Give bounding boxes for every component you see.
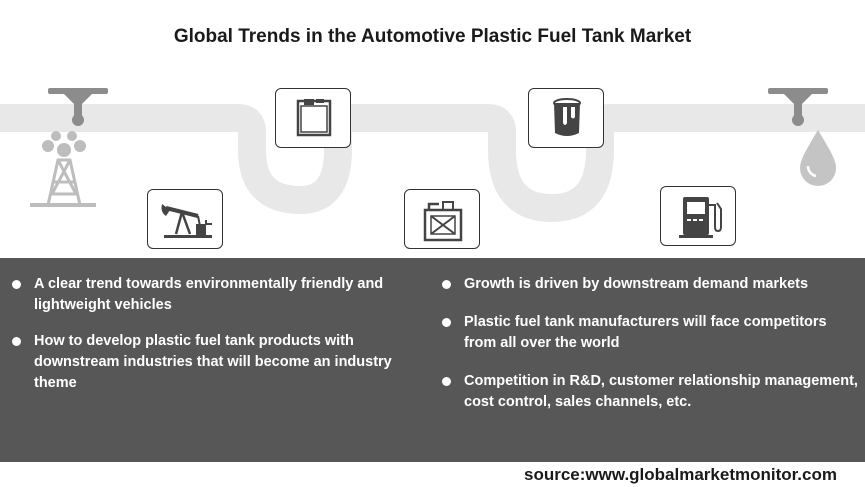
bullet-icon [442, 280, 451, 289]
fuel-pump-icon [679, 197, 722, 238]
list-item: Growth is driven by downstream demand ma… [440, 274, 860, 295]
trend-text: Plastic fuel tank manufacturers will fac… [464, 314, 827, 351]
trend-text: Growth is driven by downstream demand ma… [464, 276, 809, 292]
bullet-icon [442, 377, 451, 386]
wave-path [0, 104, 865, 223]
pipeline-track [0, 88, 865, 223]
fuel-tank-icon [296, 99, 332, 137]
pump-jack-icon [161, 204, 212, 238]
trend-text: How to develop plastic fuel tank product… [34, 333, 392, 391]
trends-panel: A clear trend towards environmentally fr… [0, 258, 865, 462]
oil-derrick-icon [30, 158, 96, 207]
list-item: How to develop plastic fuel tank product… [10, 331, 410, 394]
pipe-fitting-icon [48, 88, 108, 126]
right-trends-list: Growth is driven by downstream demand ma… [440, 274, 860, 430]
trend-text: A clear trend towards environmentally fr… [34, 276, 384, 313]
list-item: Plastic fuel tank manufacturers will fac… [440, 312, 860, 354]
list-item: A clear trend towards environmentally fr… [10, 274, 410, 316]
trend-text: Competition in R&D, customer relationshi… [464, 373, 858, 410]
paint-bucket-box [528, 88, 604, 148]
jerry-can-box [404, 189, 480, 249]
oil-drop-icon [800, 130, 836, 186]
jerry-can-icon [423, 201, 463, 242]
fuel-tank-box [275, 88, 351, 148]
left-trends-list: A clear trend towards environmentally fr… [10, 274, 410, 409]
oil-splash-icon [42, 131, 86, 157]
bullet-icon [12, 280, 21, 289]
source-credit: source:www.globalmarketmonitor.com [524, 465, 837, 484]
list-item: Competition in R&D, customer relationshi… [440, 371, 860, 413]
fuel-pump-box [660, 186, 736, 246]
bullet-icon [442, 318, 451, 327]
pump-jack-box [147, 189, 223, 249]
paint-bucket-icon [553, 98, 581, 136]
page-title: Global Trends in the Automotive Plastic … [173, 26, 692, 47]
pipe-fitting-icon [768, 88, 828, 126]
bullet-icon [12, 337, 21, 346]
